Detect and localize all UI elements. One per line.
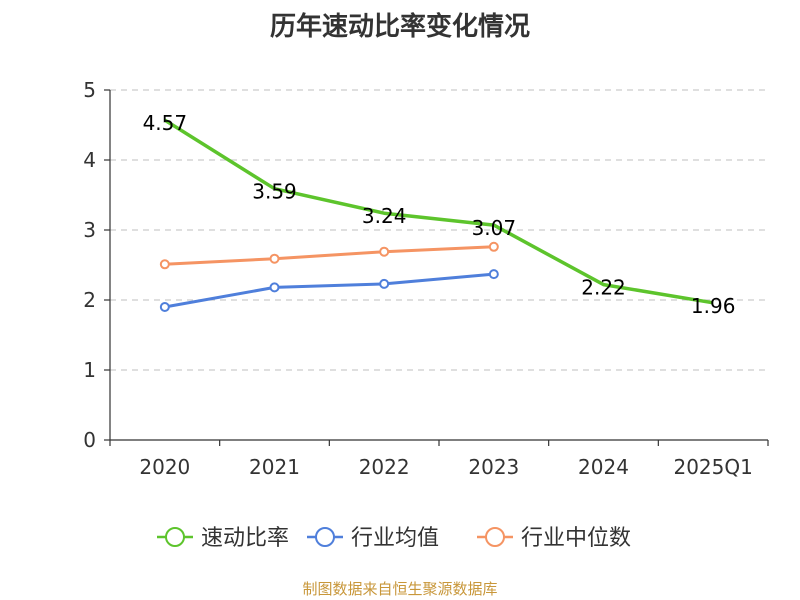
- legend-label: 速动比率: [201, 526, 289, 551]
- data-label: 2.22: [581, 276, 626, 300]
- legend: 速动比率 行业均值 行业中位数: [157, 526, 631, 551]
- legend-swatch-marker: [485, 527, 505, 547]
- data-point: [269, 282, 280, 293]
- axes: 0 1 2 3 4 5 2020 2021 2022 2023 2024 2025Q1: [83, 78, 769, 479]
- data-label: 3.07: [472, 216, 517, 240]
- y-tick-label: 5: [83, 78, 96, 102]
- x-tick-label: 2024: [578, 455, 629, 479]
- chart-title: 历年速动比率变化情况: [269, 12, 530, 42]
- legend-label: 行业均值: [351, 526, 439, 551]
- y-tick-label: 3: [83, 218, 96, 242]
- data-point: [379, 246, 390, 257]
- y-tick-label: 1: [83, 358, 96, 382]
- x-tick-label: 2023: [468, 455, 519, 479]
- y-tick-label: 2: [83, 288, 96, 312]
- series-line: [163, 118, 714, 305]
- legend-swatch-marker: [315, 527, 335, 547]
- y-tick-label: 0: [83, 428, 96, 452]
- series-line: [164, 245, 494, 266]
- x-tick-label: 2022: [359, 455, 410, 479]
- data-point: [488, 269, 499, 280]
- data-label: 3.59: [252, 180, 297, 204]
- grid-lines: [110, 89, 768, 371]
- data-labels: 4.57 3.59 3.24 3.07 2.22 1.96: [143, 111, 736, 318]
- data-point: [488, 241, 499, 252]
- data-label: 1.96: [691, 294, 736, 318]
- data-point: [159, 259, 170, 270]
- x-tick-label: 2020: [139, 455, 190, 479]
- series-layer: [159, 118, 714, 312]
- data-label: 4.57: [143, 111, 188, 135]
- x-tick-label: 2025Q1: [673, 455, 752, 479]
- data-point: [159, 302, 170, 312]
- data-point: [379, 278, 390, 289]
- data-label: 3.24: [362, 204, 407, 228]
- legend-label: 行业中位数: [521, 526, 631, 551]
- y-tick-label: 4: [83, 148, 96, 172]
- series-line: [164, 272, 494, 309]
- source-note: 制图数据来自恒生聚源数据库: [302, 580, 498, 598]
- data-point: [269, 253, 280, 264]
- legend-swatch-marker: [165, 527, 185, 547]
- x-tick-label: 2021: [249, 455, 300, 479]
